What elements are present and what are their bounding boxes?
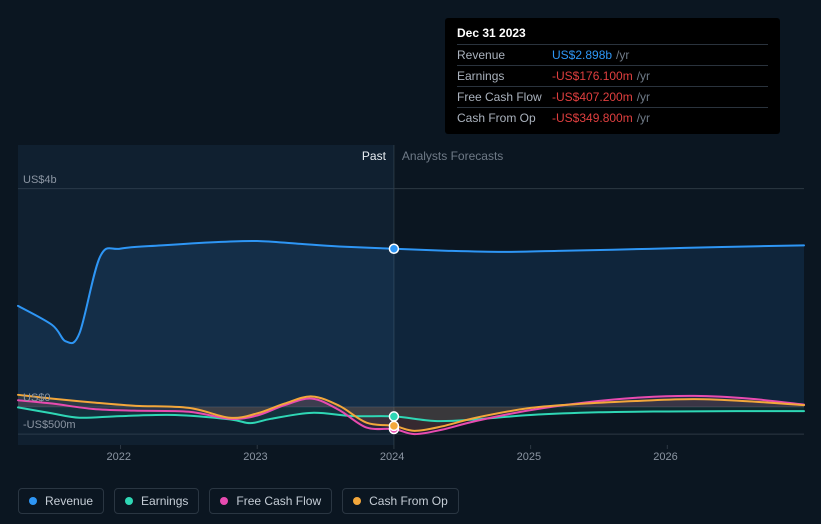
tooltip-row: Earnings-US$176.100m/yr <box>457 65 768 86</box>
tooltip-row: Cash From Op-US$349.800m/yr <box>457 107 768 128</box>
legend-item-label: Free Cash Flow <box>236 494 321 508</box>
tooltip-row-unit: /yr <box>616 48 629 62</box>
y-axis-label: US$0 <box>23 392 51 404</box>
legend-item-revenue[interactable]: Revenue <box>18 488 104 514</box>
tooltip-row-label: Free Cash Flow <box>457 90 552 104</box>
legend-dot-icon <box>353 497 361 505</box>
x-axis-label: 2023 <box>243 451 267 463</box>
legend-item-label: Revenue <box>45 494 93 508</box>
chart-legend: Revenue Earnings Free Cash Flow Cash From O… <box>18 488 459 514</box>
legend-dot-icon <box>125 497 133 505</box>
tooltip-row-label: Revenue <box>457 48 552 62</box>
forecast-region-label: Analysts Forecasts <box>402 149 503 163</box>
legend-dot-icon <box>220 497 228 505</box>
y-axis-label: -US$500m <box>23 419 76 431</box>
y-axis-label: US$4b <box>23 174 57 186</box>
x-axis-label: 2022 <box>107 451 131 463</box>
x-axis-label: 2025 <box>517 451 541 463</box>
x-axis-label: 2026 <box>653 451 677 463</box>
tooltip-row-value: -US$349.800m <box>552 111 633 125</box>
financial-chart: US$4b US$0 -US$500m 2022 2023 2024 2025 2026 P… <box>0 0 821 524</box>
tooltip-title: Dec 31 2023 <box>457 26 768 44</box>
tooltip-row-unit: /yr <box>637 69 650 83</box>
tooltip-row-label: Cash From Op <box>457 111 552 125</box>
tooltip-row-unit: /yr <box>637 90 650 104</box>
legend-item-label: Earnings <box>141 494 188 508</box>
tooltip-row-value: US$2.898b <box>552 48 612 62</box>
legend-dot-icon <box>29 497 37 505</box>
tooltip-row-value: -US$407.200m <box>552 90 633 104</box>
tooltip-row-value: -US$176.100m <box>552 69 633 83</box>
legend-item-free-cash-flow[interactable]: Free Cash Flow <box>209 488 332 514</box>
legend-item-cash-from-op[interactable]: Cash From Op <box>342 488 459 514</box>
tooltip-row-label: Earnings <box>457 69 552 83</box>
legend-item-label: Cash From Op <box>369 494 448 508</box>
past-region-label: Past <box>362 149 386 163</box>
tooltip-row: RevenueUS$2.898b/yr <box>457 44 768 65</box>
legend-item-earnings[interactable]: Earnings <box>114 488 199 514</box>
tooltip-row-unit: /yr <box>637 111 650 125</box>
data-tooltip: Dec 31 2023 RevenueUS$2.898b/yrEarnings-… <box>445 18 780 134</box>
tooltip-row: Free Cash Flow-US$407.200m/yr <box>457 86 768 107</box>
x-axis-label: 2024 <box>380 451 404 463</box>
